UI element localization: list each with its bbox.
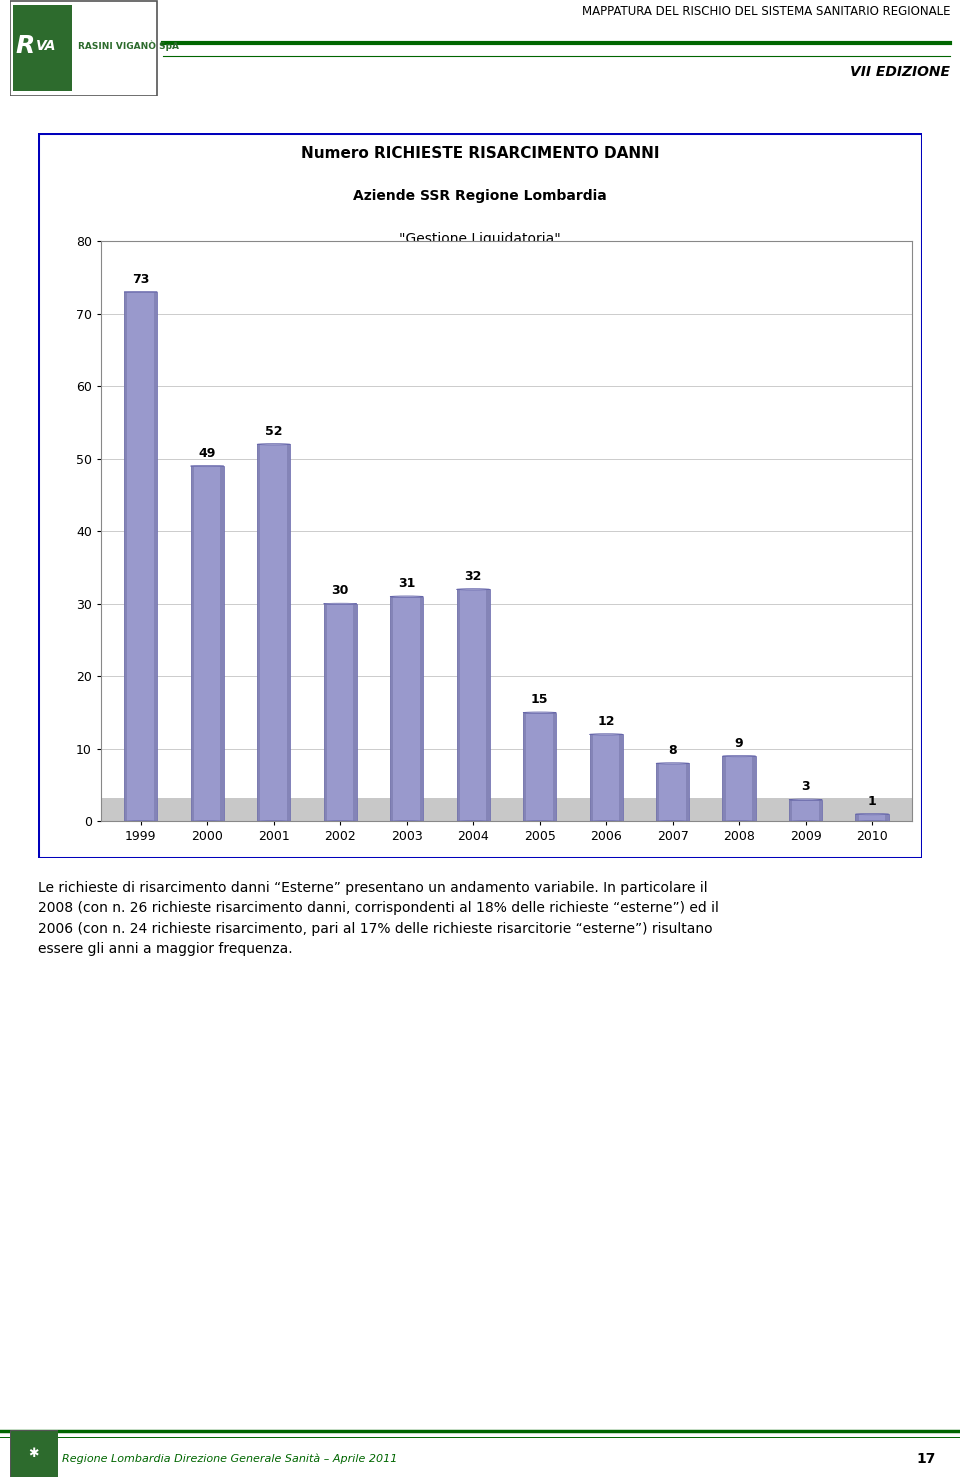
Bar	[553, 712, 556, 821]
FancyBboxPatch shape	[38, 133, 922, 858]
Bar	[257, 444, 260, 821]
Bar	[523, 712, 556, 821]
Text: 30: 30	[331, 585, 348, 598]
Bar	[257, 444, 290, 821]
Bar	[324, 604, 326, 821]
Bar	[855, 814, 889, 821]
Bar	[191, 466, 194, 821]
Bar	[589, 734, 593, 821]
Bar	[819, 799, 822, 821]
Text: 31: 31	[398, 577, 416, 591]
Text: R: R	[15, 34, 35, 58]
Text: 17: 17	[917, 1452, 936, 1465]
Text: 32: 32	[465, 570, 482, 583]
Text: 8: 8	[668, 744, 677, 756]
Text: 52: 52	[265, 425, 282, 438]
Text: Regione Lombardia Direzione Generale Sanità – Aprile 2011: Regione Lombardia Direzione Generale San…	[62, 1453, 397, 1464]
Bar	[457, 589, 460, 821]
FancyBboxPatch shape	[10, 1, 156, 96]
Bar	[855, 814, 859, 821]
Text: 12: 12	[597, 715, 615, 728]
Bar	[353, 604, 357, 821]
Text: 1: 1	[868, 795, 876, 808]
FancyBboxPatch shape	[10, 1430, 58, 1477]
Bar	[390, 596, 394, 821]
Bar	[124, 292, 128, 821]
Text: 9: 9	[734, 737, 743, 750]
Text: Aziende SSR Regione Lombardia: Aziende SSR Regione Lombardia	[353, 188, 607, 203]
Bar	[656, 764, 689, 821]
Bar	[723, 756, 756, 821]
Bar	[885, 814, 889, 821]
Bar	[124, 292, 157, 821]
Bar	[656, 764, 660, 821]
Text: ✱: ✱	[29, 1447, 38, 1459]
Text: MAPPATURA DEL RISCHIO DEL SISTEMA SANITARIO REGIONALE: MAPPATURA DEL RISCHIO DEL SISTEMA SANITA…	[582, 4, 950, 18]
Bar	[457, 589, 490, 821]
Bar	[191, 466, 224, 821]
Text: VII EDIZIONE: VII EDIZIONE	[851, 65, 950, 78]
Bar	[101, 798, 912, 821]
Bar	[154, 292, 157, 821]
FancyBboxPatch shape	[12, 4, 72, 92]
Text: RASINI VIGANÒ SpA: RASINI VIGANÒ SpA	[78, 41, 180, 52]
Text: VA: VA	[36, 38, 57, 53]
Text: 49: 49	[199, 447, 216, 460]
Text: 15: 15	[531, 693, 548, 706]
Bar	[619, 734, 623, 821]
Text: 3: 3	[802, 780, 810, 793]
Bar	[324, 604, 357, 821]
Bar	[390, 596, 423, 821]
Bar	[789, 799, 792, 821]
Bar	[420, 596, 423, 821]
Bar	[487, 589, 490, 821]
Text: 73: 73	[132, 272, 150, 286]
Bar	[589, 734, 623, 821]
Text: "Gestione Liquidatoria": "Gestione Liquidatoria"	[399, 232, 561, 246]
Bar	[523, 712, 526, 821]
Bar	[789, 799, 822, 821]
Text: Le richieste di risarcimento danni “Esterne” presentano un andamento variabile. : Le richieste di risarcimento danni “Este…	[38, 881, 719, 956]
Bar	[221, 466, 224, 821]
Bar	[753, 756, 756, 821]
Text: Numero RICHIESTE RISARCIMENTO DANNI: Numero RICHIESTE RISARCIMENTO DANNI	[300, 145, 660, 160]
Bar	[686, 764, 689, 821]
Bar	[723, 756, 726, 821]
Bar	[287, 444, 290, 821]
